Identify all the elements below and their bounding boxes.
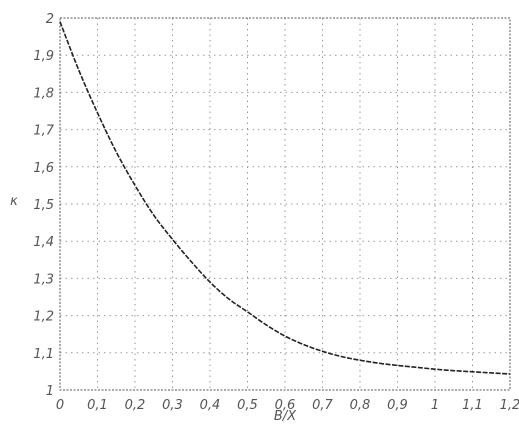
y-axis-label: κ — [10, 194, 18, 209]
x-tick-label: 1 — [431, 398, 439, 413]
y-tick-label: 1,7 — [33, 124, 54, 139]
x-axis-label: B/X — [274, 409, 297, 424]
y-tick-label: 1,9 — [33, 49, 54, 64]
y-tick-label: 2 — [46, 12, 54, 27]
y-tick-label: 1,4 — [33, 235, 54, 250]
plot-frame — [59, 17, 511, 391]
x-tick-label: 0,9 — [387, 398, 408, 413]
x-tick-label: 0,7 — [312, 398, 333, 413]
x-tick-label: 0,6 — [275, 398, 296, 413]
x-tick-label: 1,1 — [462, 398, 483, 413]
x-tick-label: 0 — [56, 398, 64, 413]
x-tick-label: 0,3 — [162, 398, 183, 413]
y-tick-label: 1,5 — [33, 198, 54, 213]
x-tick-label: 0,1 — [87, 398, 108, 413]
y-tick-label: 1 — [46, 384, 54, 399]
x-tick-label: 0,2 — [125, 398, 146, 413]
grid — [60, 18, 510, 390]
y-tick-label: 1,6 — [33, 161, 54, 176]
y-tick-label: 1,8 — [33, 86, 54, 101]
x-tick-label: 0,4 — [200, 398, 221, 413]
series-layer — [59, 21, 511, 375]
y-tick-label: 1,3 — [33, 272, 54, 287]
y-tick-label: 1,1 — [33, 347, 54, 362]
x-tick-label: 0,5 — [237, 398, 258, 413]
x-tick-label: 0,8 — [350, 398, 371, 413]
x-tick-labels: 0 0,1 0,2 0,3 0,4 0,5 0,6 0,7 0,8 0,9 1 1,1 1,2 — [56, 398, 519, 413]
series-line — [59, 21, 511, 375]
y-tick-labels: 1 1,1 1,2 1,3 1,4 1,5 1,6 1,7 1,8 1,9 2 — [33, 12, 54, 399]
y-tick-label: 1,2 — [33, 310, 54, 325]
x-tick-label: 1,2 — [500, 398, 519, 413]
